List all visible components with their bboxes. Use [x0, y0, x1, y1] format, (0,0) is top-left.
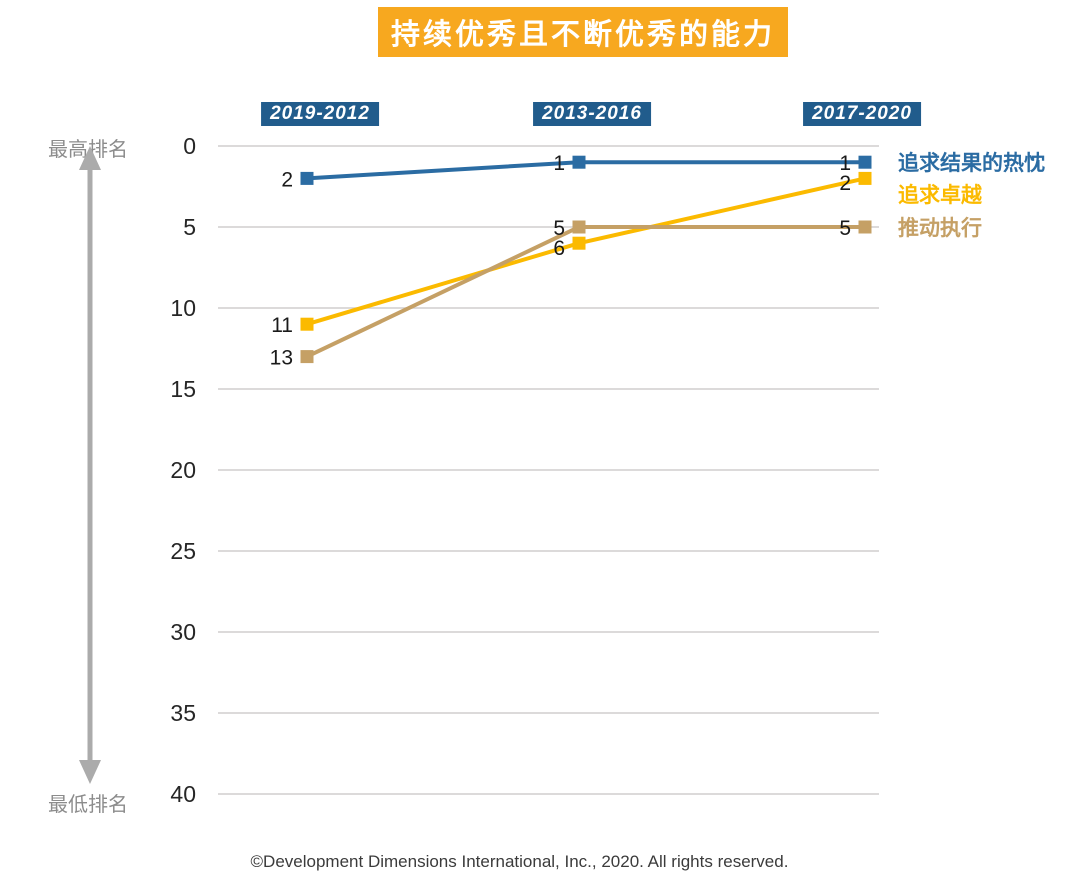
y-axis-tick-label: 40 [170, 781, 196, 807]
y-axis-tick-label: 20 [170, 457, 196, 483]
legend-label-0: 追求结果的热忱 [898, 151, 1045, 175]
chart-title: 持续优秀且不断优秀的能力 [378, 7, 789, 57]
y-axis-tick-label: 5 [183, 214, 196, 240]
data-point-label: 1 [553, 152, 565, 175]
data-point-marker [572, 220, 586, 234]
lowest-rank-label: 最低排名 [48, 794, 128, 816]
period-label-2019-2012: 2019-2012 [261, 102, 379, 126]
data-point-label: 5 [553, 217, 565, 240]
legend-label-2: 推动执行 [898, 216, 982, 240]
data-point-marker [300, 350, 314, 364]
y-axis-tick-label: 35 [170, 700, 196, 726]
data-point-marker [572, 236, 586, 250]
data-point-label: 5 [839, 217, 851, 240]
data-point-label: 1 [839, 152, 851, 175]
series-line-1 [306, 176, 866, 327]
data-point-marker [858, 220, 872, 234]
y-axis-tick-label: 30 [170, 619, 196, 645]
data-point-label: 2 [839, 172, 851, 195]
data-point-label: 13 [270, 347, 293, 370]
series-line-2 [306, 225, 865, 359]
y-axis-tick-label: 10 [170, 295, 196, 321]
y-axis-tick-label: 15 [170, 376, 196, 402]
data-point-label: 6 [553, 237, 565, 260]
data-point-marker [300, 171, 314, 185]
series-line-0 [306, 160, 865, 181]
copyright-footer: ©Development Dimensions International, I… [250, 852, 789, 871]
data-point-label: 2 [281, 168, 293, 191]
period-label-2017-2020: 2017-2020 [803, 102, 921, 126]
period-label-2013-2016: 2013-2016 [533, 102, 651, 126]
data-point-marker [858, 171, 872, 185]
data-point-marker [572, 155, 586, 169]
data-point-marker [300, 317, 314, 331]
y-axis-tick-label: 25 [170, 538, 196, 564]
y-axis-tick-label: 0 [183, 133, 196, 159]
y-axis: 0 5 10 15 20 25 30 35 40 [140, 0, 206, 885]
data-point-label: 11 [271, 314, 293, 337]
legend-label-1: 追求卓越 [898, 183, 983, 207]
data-point-marker [858, 155, 872, 169]
